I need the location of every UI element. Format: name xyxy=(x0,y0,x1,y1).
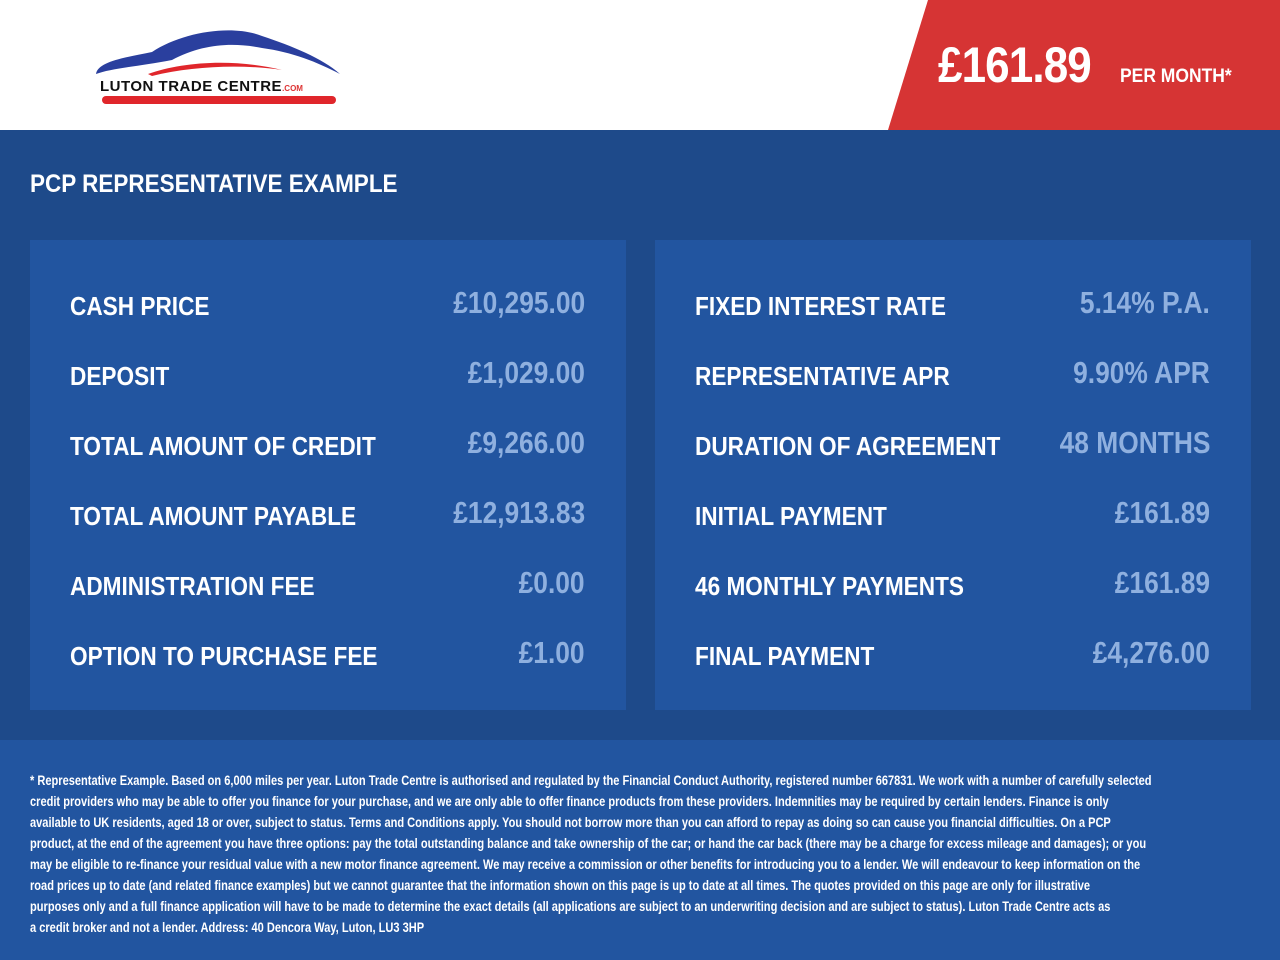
logo-suffix: .COM xyxy=(282,84,303,93)
row-label: OPTION TO PURCHASE FEE xyxy=(70,641,378,671)
row-value: £161.89 xyxy=(1114,495,1210,530)
row-deposit: DEPOSIT £1,029.00 xyxy=(70,355,585,395)
row-value: £0.00 xyxy=(519,565,585,600)
row-value: £4,276.00 xyxy=(1092,635,1210,670)
row-apr: REPRESENTATIVE APR 9.90% APR xyxy=(695,355,1210,395)
luton-trade-centre-logo: LUTON TRADE CENTRE.COM xyxy=(92,22,342,108)
row-label: DEPOSIT xyxy=(70,361,170,391)
disclaimer-line: available to UK residents, aged 18 or ov… xyxy=(30,814,1111,830)
row-option-fee: OPTION TO PURCHASE FEE £1.00 xyxy=(70,635,585,675)
disclaimer-line: may be eligible to re-finance your resid… xyxy=(30,856,1141,872)
row-label: TOTAL AMOUNT OF CREDIT xyxy=(70,431,376,461)
row-value: £12,913.83 xyxy=(453,495,585,530)
row-initial-payment: INITIAL PAYMENT £161.89 xyxy=(695,495,1210,535)
disclaimer-footer: * Representative Example. Based on 6,000… xyxy=(0,740,1280,960)
disclaimer-line: product, at the end of the agreement you… xyxy=(30,835,1147,851)
row-label: INITIAL PAYMENT xyxy=(695,501,887,531)
left-finance-panel: CASH PRICE £10,295.00 DEPOSIT £1,029.00 TO… xyxy=(30,240,626,710)
disclaimer-line: credit providers who may be able to offe… xyxy=(30,793,1109,809)
row-label: ADMINISTRATION FEE xyxy=(70,571,315,601)
row-label: REPRESENTATIVE APR xyxy=(695,361,950,391)
section-title: PCP REPRESENTATIVE EXAMPLE xyxy=(30,170,398,198)
row-interest-rate: FIXED INTEREST RATE 5.14% P.A. xyxy=(695,285,1210,325)
disclaimer-line: a credit broker and not a lender. Addres… xyxy=(30,919,425,935)
row-value: £9,266.00 xyxy=(467,425,585,460)
row-value: 9.90% APR xyxy=(1073,355,1210,390)
row-value: 5.14% P.A. xyxy=(1080,285,1210,320)
row-label: FINAL PAYMENT xyxy=(695,641,875,671)
car-silhouette-icon xyxy=(96,30,340,104)
row-total-payable: TOTAL AMOUNT PAYABLE £12,913.83 xyxy=(70,495,585,535)
row-total-credit: TOTAL AMOUNT OF CREDIT £9,266.00 xyxy=(70,425,585,465)
row-label: CASH PRICE xyxy=(70,291,210,321)
row-label: FIXED INTEREST RATE xyxy=(695,291,946,321)
row-label: 46 MONTHLY PAYMENTS xyxy=(695,571,965,601)
row-value: £161.89 xyxy=(1114,565,1210,600)
per-month-label: PER MONTH* xyxy=(1120,66,1232,87)
disclaimer-text: * Representative Example. Based on 6,000… xyxy=(30,770,1280,938)
row-value: 48 MONTHS xyxy=(1059,425,1210,460)
row-cash-price: CASH PRICE £10,295.00 xyxy=(70,285,585,325)
right-finance-panel: FIXED INTEREST RATE 5.14% P.A. REPRESENTA… xyxy=(655,240,1251,710)
disclaimer-line: purposes only and a full finance applica… xyxy=(30,898,1111,914)
header: LUTON TRADE CENTRE.COM £161.89 PER MONTH… xyxy=(0,0,1280,130)
row-value: £1.00 xyxy=(519,635,585,670)
row-admin-fee: ADMINISTRATION FEE £0.00 xyxy=(70,565,585,605)
row-label: TOTAL AMOUNT PAYABLE xyxy=(70,501,357,531)
row-final-payment: FINAL PAYMENT £4,276.00 xyxy=(695,635,1210,675)
row-label: DURATION OF AGREEMENT xyxy=(695,431,1001,461)
logo-text: LUTON TRADE CENTRE xyxy=(100,78,283,95)
row-duration: DURATION OF AGREEMENT 48 MONTHS xyxy=(695,425,1210,465)
disclaimer-line: road prices up to date (and related fina… xyxy=(30,877,1091,893)
monthly-price-banner xyxy=(888,0,1280,130)
row-value: £10,295.00 xyxy=(453,285,585,320)
monthly-price: £161.89 xyxy=(938,37,1092,93)
disclaimer-line: * Representative Example. Based on 6,000… xyxy=(30,772,1152,788)
row-value: £1,029.00 xyxy=(467,355,585,390)
row-monthly-payments: 46 MONTHLY PAYMENTS £161.89 xyxy=(695,565,1210,605)
